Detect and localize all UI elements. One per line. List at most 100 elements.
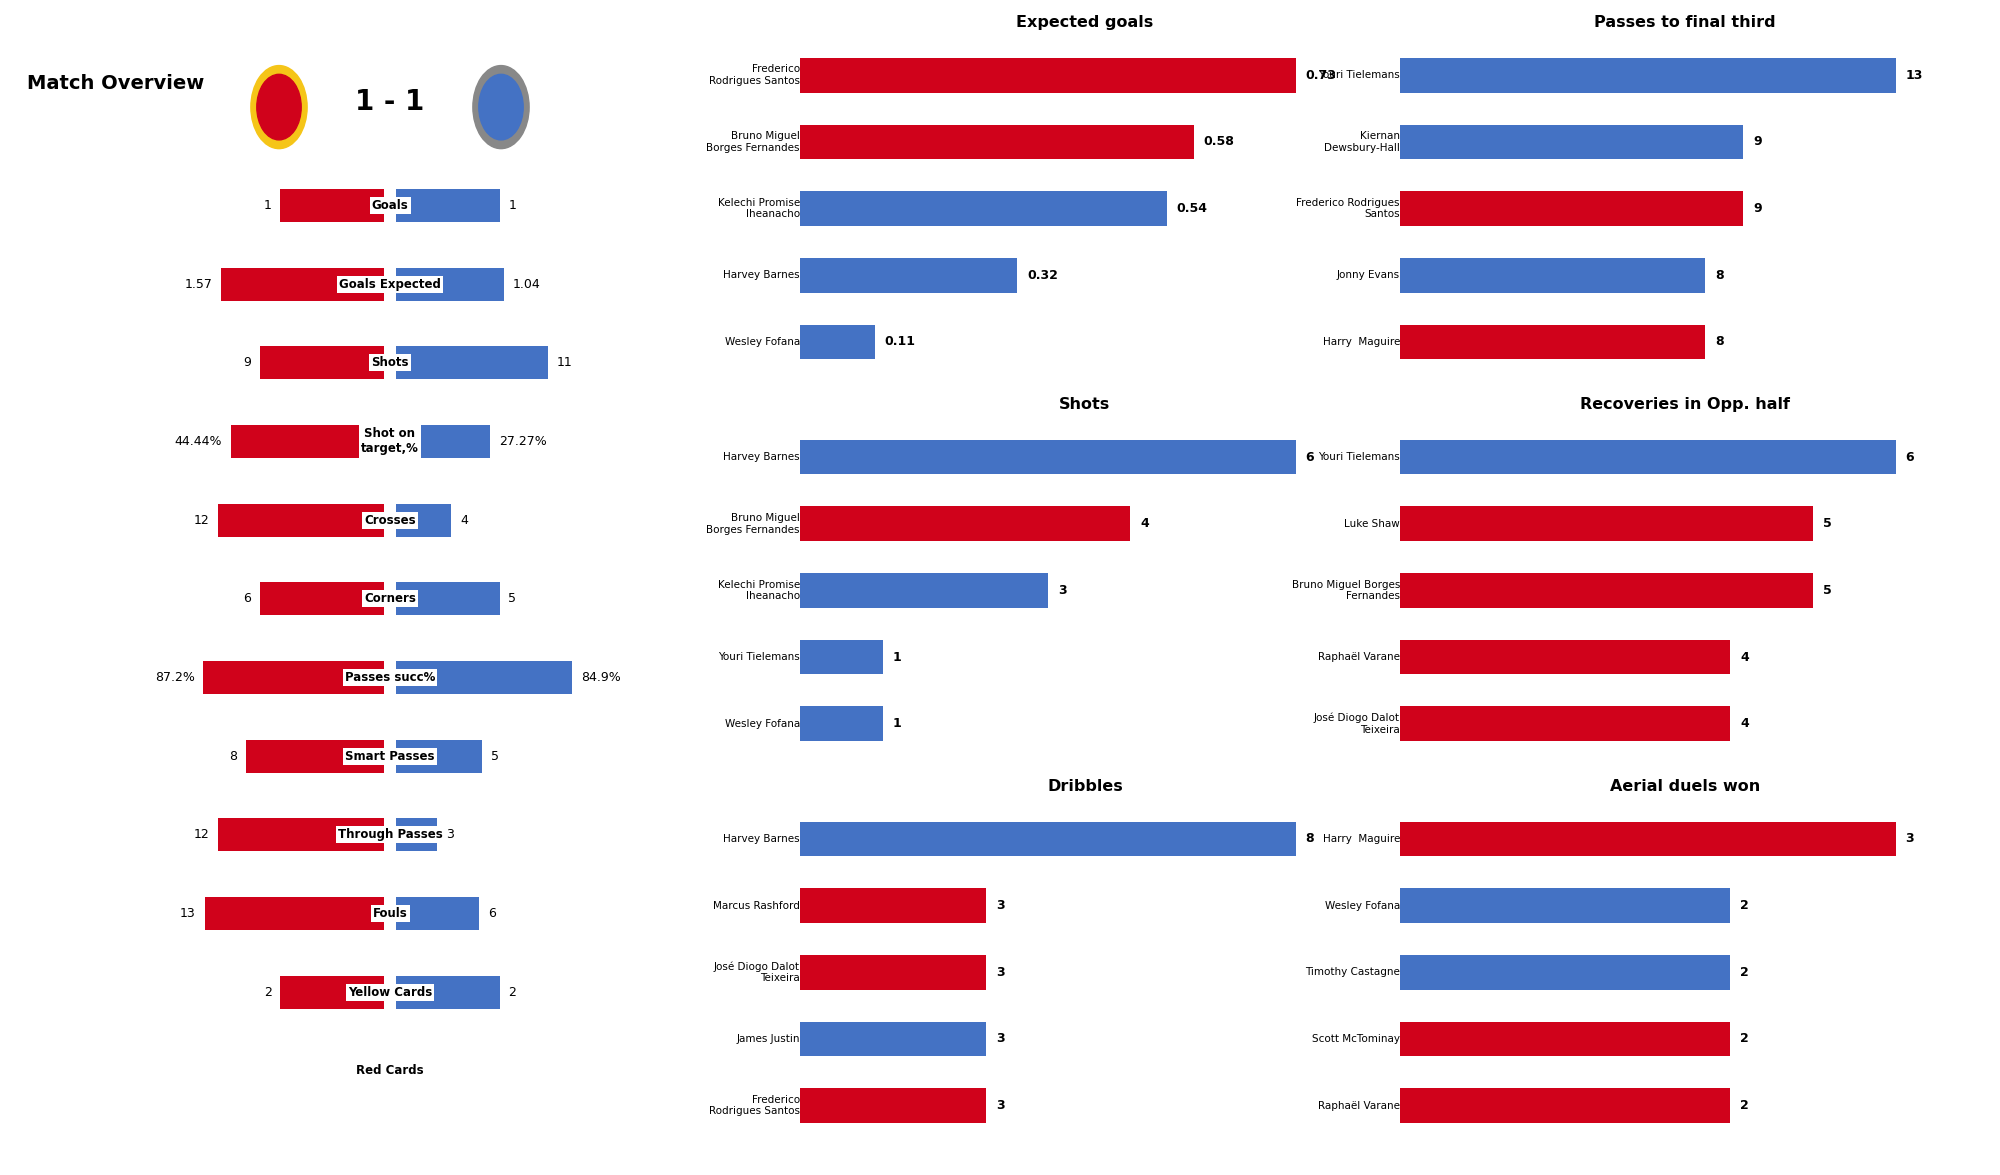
- Bar: [260, 583, 384, 616]
- Text: 1: 1: [892, 717, 902, 730]
- Bar: [1400, 888, 1730, 924]
- Bar: [396, 189, 500, 222]
- Text: Raphaël Varane: Raphaël Varane: [1318, 652, 1400, 662]
- Text: 2: 2: [1740, 1099, 1750, 1112]
- Bar: [396, 662, 572, 694]
- Bar: [260, 347, 384, 380]
- Bar: [800, 506, 1130, 542]
- Bar: [230, 425, 384, 458]
- Text: Frederico
Rodrigues Santos: Frederico Rodrigues Santos: [708, 1095, 800, 1116]
- Bar: [800, 324, 874, 360]
- Text: 0.73: 0.73: [1306, 69, 1336, 82]
- Text: 8: 8: [1306, 833, 1314, 846]
- Text: Shots: Shots: [372, 356, 408, 369]
- Text: 2: 2: [264, 986, 272, 999]
- Text: Youri Tielemans: Youri Tielemans: [718, 652, 800, 662]
- Text: Harvey Barnes: Harvey Barnes: [724, 270, 800, 280]
- Text: 3: 3: [996, 899, 1004, 912]
- Text: Luke Shaw: Luke Shaw: [1344, 519, 1400, 529]
- Text: Wesley Fofana: Wesley Fofana: [724, 719, 800, 728]
- Text: Bruno Miguel
Borges Fernandes: Bruno Miguel Borges Fernandes: [706, 132, 800, 153]
- Text: 0.58: 0.58: [1204, 135, 1234, 148]
- Title: Shots: Shots: [1060, 397, 1110, 411]
- Text: 5: 5: [1822, 584, 1832, 597]
- Text: 9: 9: [1754, 202, 1762, 215]
- Text: 3: 3: [446, 828, 454, 841]
- Text: James Justin: James Justin: [736, 1034, 800, 1043]
- Bar: [396, 740, 482, 773]
- Text: Jonny Evans: Jonny Evans: [1336, 270, 1400, 280]
- Text: 0.32: 0.32: [1028, 269, 1058, 282]
- Bar: [396, 504, 452, 537]
- Text: Bruno Miguel
Borges Fernandes: Bruno Miguel Borges Fernandes: [706, 513, 800, 535]
- Bar: [396, 268, 504, 301]
- Text: 2: 2: [1740, 899, 1750, 912]
- Text: José Diogo Dalot
Teixeira: José Diogo Dalot Teixeira: [1314, 713, 1400, 734]
- Text: 2: 2: [1740, 1033, 1750, 1046]
- Text: Kiernan
Dewsbury-Hall: Kiernan Dewsbury-Hall: [1324, 132, 1400, 153]
- Text: Timothy Castagne: Timothy Castagne: [1306, 967, 1400, 978]
- Text: 6: 6: [488, 907, 496, 920]
- Text: 44.44%: 44.44%: [174, 435, 222, 448]
- Text: Harry  Maguire: Harry Maguire: [1322, 337, 1400, 347]
- Bar: [396, 975, 500, 1008]
- Circle shape: [250, 66, 308, 148]
- Bar: [800, 888, 986, 924]
- Text: 5: 5: [492, 750, 500, 763]
- Bar: [1400, 125, 1744, 160]
- Bar: [246, 740, 384, 773]
- Text: 12: 12: [194, 513, 210, 526]
- Text: 9: 9: [244, 356, 250, 369]
- Text: 87.2%: 87.2%: [154, 671, 194, 684]
- Text: 3: 3: [996, 1099, 1004, 1112]
- Text: 11: 11: [556, 356, 572, 369]
- Text: Goals Expected: Goals Expected: [340, 277, 440, 290]
- Text: Youri Tielemans: Youri Tielemans: [1318, 70, 1400, 80]
- Bar: [1400, 1021, 1730, 1056]
- Text: Kelechi Promise
Iheanacho: Kelechi Promise Iheanacho: [718, 579, 800, 602]
- Bar: [1400, 506, 1814, 542]
- Bar: [800, 573, 1048, 607]
- Bar: [1400, 639, 1730, 674]
- Text: 4: 4: [460, 513, 468, 526]
- Text: 8: 8: [1714, 269, 1724, 282]
- Text: 13: 13: [180, 907, 196, 920]
- Bar: [800, 1088, 986, 1123]
- Text: 8: 8: [230, 750, 238, 763]
- Text: Match Overview: Match Overview: [28, 74, 204, 93]
- Bar: [1400, 821, 1896, 857]
- Text: 6: 6: [244, 592, 250, 605]
- Text: 2: 2: [1740, 966, 1750, 979]
- Title: Recoveries in Opp. half: Recoveries in Opp. half: [1580, 397, 1790, 411]
- Text: 3: 3: [1906, 833, 1914, 846]
- Text: Frederico Rodrigues
Santos: Frederico Rodrigues Santos: [1296, 197, 1400, 220]
- Text: Goals: Goals: [372, 199, 408, 212]
- Text: Harvey Barnes: Harvey Barnes: [724, 834, 800, 844]
- Text: Wesley Fofana: Wesley Fofana: [724, 337, 800, 347]
- Title: Passes to final third: Passes to final third: [1594, 15, 1776, 29]
- Title: Aerial duels won: Aerial duels won: [1610, 779, 1760, 793]
- Bar: [800, 58, 1296, 93]
- Text: Frederico
Rodrigues Santos: Frederico Rodrigues Santos: [708, 65, 800, 86]
- Text: Red Cards: Red Cards: [356, 1065, 424, 1077]
- Bar: [1400, 1088, 1730, 1123]
- Text: 12: 12: [194, 828, 210, 841]
- Text: Scott McTominay: Scott McTominay: [1312, 1034, 1400, 1043]
- Bar: [1400, 955, 1730, 989]
- Text: 1: 1: [264, 199, 272, 212]
- Title: Expected goals: Expected goals: [1016, 15, 1154, 29]
- Text: Bruno Miguel Borges
Fernandes: Bruno Miguel Borges Fernandes: [1292, 579, 1400, 602]
- Text: Corners: Corners: [364, 592, 416, 605]
- Text: Yellow Cards: Yellow Cards: [348, 986, 432, 999]
- Bar: [800, 1021, 986, 1056]
- Text: Raphaël Varane: Raphaël Varane: [1318, 1101, 1400, 1110]
- Bar: [800, 125, 1194, 160]
- Text: 4: 4: [1740, 717, 1750, 730]
- Bar: [800, 639, 882, 674]
- Bar: [1400, 257, 1706, 293]
- Text: 0.54: 0.54: [1176, 202, 1208, 215]
- Circle shape: [256, 74, 302, 140]
- Bar: [222, 268, 384, 301]
- Bar: [218, 819, 384, 851]
- Bar: [204, 662, 384, 694]
